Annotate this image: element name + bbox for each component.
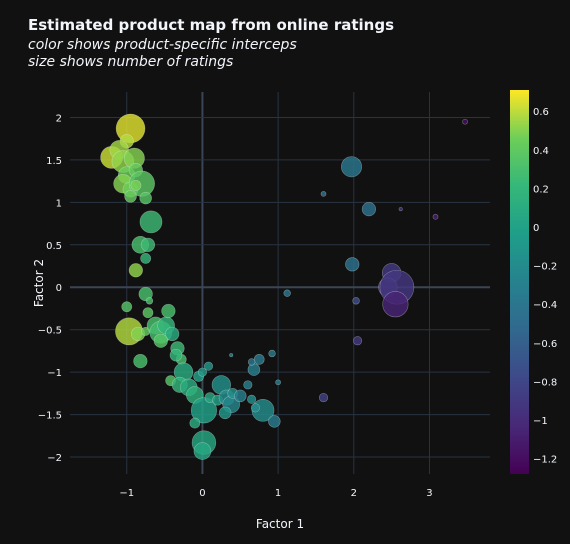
data-point xyxy=(268,415,281,428)
x-tick-label: 3 xyxy=(426,488,432,499)
data-point xyxy=(218,406,232,420)
axis-ticks: −1 0 1 2 3 −2 −1.5 −1 −0.5 0 0.5 1 1.5 2 xyxy=(38,113,433,499)
colorbar-ticks: 0.6 0.4 0.2 0 −0.2 −0.4 −0.6 −0.8 −1 −1.2 xyxy=(533,107,557,465)
data-point xyxy=(320,191,327,197)
data-point xyxy=(268,349,276,358)
data-point xyxy=(247,358,256,366)
data-point xyxy=(145,297,154,305)
data-point xyxy=(140,252,152,264)
colorbar-tick-label: −1 xyxy=(533,416,548,427)
data-point xyxy=(352,297,360,305)
colorbar-tick-label: −0.2 xyxy=(533,262,557,273)
chart-subtitle-color: color shows product-specific interceps xyxy=(28,37,297,53)
data-point xyxy=(153,333,168,348)
data-point xyxy=(341,156,363,178)
data-point xyxy=(124,190,137,203)
data-point xyxy=(247,394,257,404)
data-point xyxy=(197,367,207,377)
y-tick-label: −2 xyxy=(47,453,62,464)
data-point xyxy=(253,353,265,365)
data-points xyxy=(100,113,468,460)
data-point xyxy=(229,353,234,358)
data-point xyxy=(353,336,363,346)
y-tick-label: −1.5 xyxy=(38,411,62,422)
data-point xyxy=(121,301,133,313)
colorbar-tick-label: −0.6 xyxy=(533,339,557,350)
data-point xyxy=(189,417,201,429)
data-point xyxy=(133,353,148,369)
data-point xyxy=(382,291,409,318)
y-tick-label: 1 xyxy=(56,198,62,209)
y-tick-label: −0.5 xyxy=(38,326,62,337)
data-point xyxy=(462,118,468,125)
data-point xyxy=(432,213,439,220)
colorbar: 0.6 0.4 0.2 0 −0.2 −0.4 −0.6 −0.8 −1 −1.2 xyxy=(510,90,557,474)
colorbar-tick-label: −1.2 xyxy=(533,455,557,466)
data-point xyxy=(283,289,291,297)
data-point xyxy=(234,389,247,403)
data-point xyxy=(130,179,142,191)
data-point xyxy=(142,307,154,319)
data-point xyxy=(345,257,360,272)
data-point xyxy=(138,286,153,302)
data-point xyxy=(140,237,156,252)
colorbar-tick-label: 0.2 xyxy=(533,184,549,195)
colorbar-gradient xyxy=(510,90,529,474)
y-tick-label: 0 xyxy=(56,283,62,294)
x-axis-label: Factor 1 xyxy=(256,517,304,531)
y-tick-label: −1 xyxy=(47,368,62,379)
y-tick-label: 1.5 xyxy=(46,156,62,167)
data-point xyxy=(139,210,163,234)
y-tick-label: 0.5 xyxy=(46,241,62,252)
data-point xyxy=(243,380,253,390)
data-point xyxy=(139,191,152,205)
data-point xyxy=(161,303,176,319)
x-tick-label: 2 xyxy=(351,488,357,499)
chart-title: Estimated product map from online rating… xyxy=(28,16,394,34)
x-tick-label: −1 xyxy=(119,488,134,499)
data-point xyxy=(275,379,281,386)
data-point xyxy=(361,202,377,217)
colorbar-tick-label: 0.6 xyxy=(533,107,549,118)
data-point xyxy=(398,207,403,212)
colorbar-tick-label: 0.4 xyxy=(533,146,549,157)
colorbar-tick-label: −0.4 xyxy=(533,300,557,311)
x-tick-label: 1 xyxy=(275,488,281,499)
x-tick-label: 0 xyxy=(199,488,205,499)
data-point xyxy=(318,393,329,403)
colorbar-tick-label: 0 xyxy=(533,223,539,234)
data-point xyxy=(165,326,180,342)
data-point xyxy=(247,363,261,376)
data-point xyxy=(250,403,260,413)
data-point xyxy=(193,442,212,460)
data-point xyxy=(190,397,217,424)
y-axis-label: Factor 2 xyxy=(32,259,46,307)
y-tick-label: 2 xyxy=(56,113,62,124)
data-point xyxy=(203,361,214,371)
colorbar-tick-label: −0.8 xyxy=(533,377,557,388)
data-point xyxy=(169,348,183,362)
chart-subtitle-size: size shows number of ratings xyxy=(28,54,234,70)
data-point xyxy=(128,263,143,278)
